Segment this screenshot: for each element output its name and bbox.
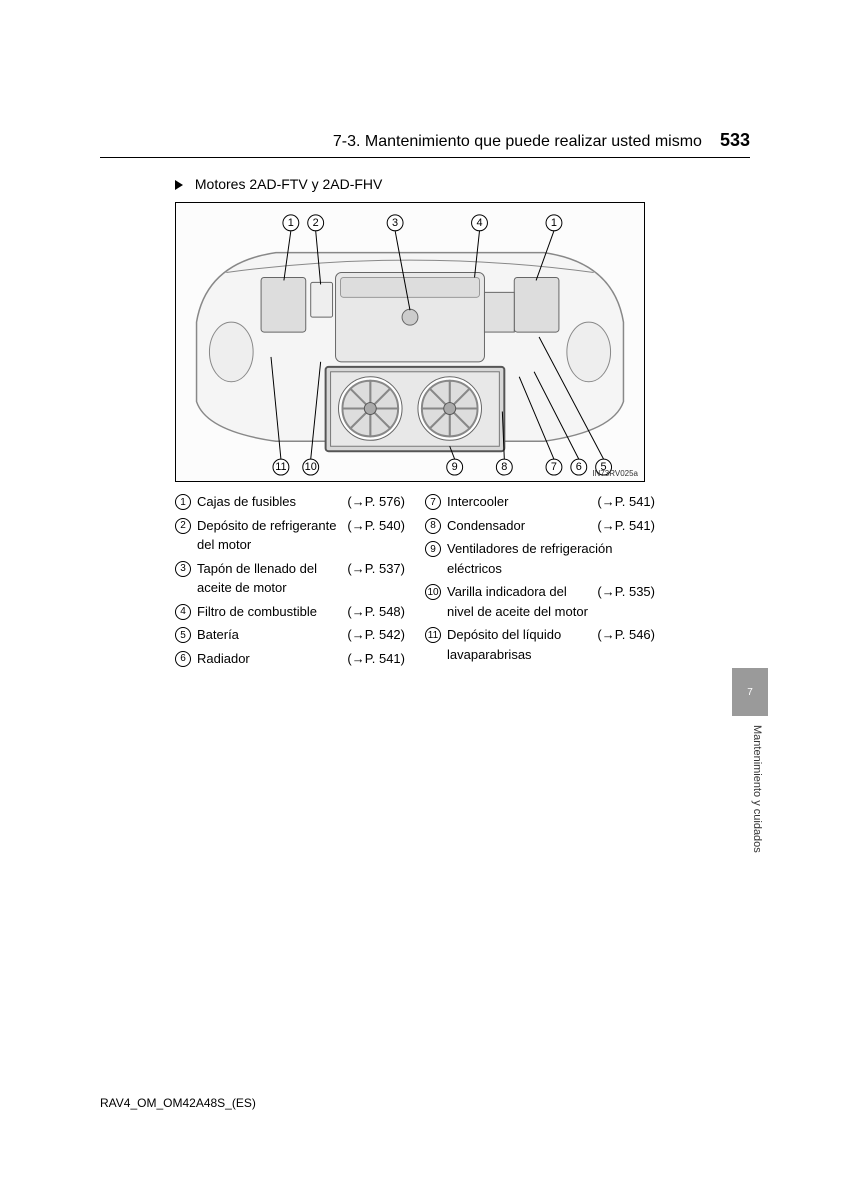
svg-text:3: 3 bbox=[392, 217, 398, 229]
legend-page-ref: (→P. 546) bbox=[597, 625, 655, 645]
legend-page-ref: (→P. 542) bbox=[347, 625, 405, 645]
legend-text: Radiador bbox=[197, 649, 343, 669]
legend-number: 10 bbox=[425, 584, 441, 600]
legend-page-ref: (→P. 576) bbox=[347, 492, 405, 512]
legend-text: Intercooler bbox=[447, 492, 593, 512]
footer-code: RAV4_OM_OM42A48S_(ES) bbox=[100, 1096, 256, 1110]
legend-item: 8 Condensador(→P. 541) bbox=[425, 516, 655, 536]
svg-text:8: 8 bbox=[501, 461, 507, 473]
chapter-side-label: Mantenimiento y cuidados bbox=[751, 725, 763, 853]
legend: 1 Cajas de fusibles(→P. 576) 2 Depósito de … bbox=[175, 492, 750, 672]
legend-text: Cajas de fusibles bbox=[197, 492, 343, 512]
section-label: 7-3. Mantenimiento que puede realizar us… bbox=[333, 133, 702, 151]
figure-title: Motores 2AD-FTV y 2AD-FHV bbox=[175, 176, 750, 192]
legend-text: Varilla indicadora del nivel de aceite d… bbox=[447, 582, 593, 621]
chapter-tab: 7 bbox=[732, 668, 768, 716]
legend-number: 1 bbox=[175, 494, 191, 510]
legend-page-ref: (→P. 548) bbox=[347, 602, 405, 622]
legend-col-left: 1 Cajas de fusibles(→P. 576) 2 Depósito de … bbox=[175, 492, 405, 672]
legend-number: 9 bbox=[425, 541, 441, 557]
legend-item: 2 Depósito de refrigerante del motor(→P. … bbox=[175, 516, 405, 555]
svg-text:7: 7 bbox=[551, 461, 557, 473]
legend-number: 7 bbox=[425, 494, 441, 510]
legend-col-right: 7Intercooler(→P. 541)8Condensador(→P. 54… bbox=[425, 492, 655, 672]
legend-number: 2 bbox=[175, 518, 191, 534]
legend-number: 8 bbox=[425, 518, 441, 534]
title-text: Motores 2AD-FTV y 2AD-FHV bbox=[195, 176, 382, 192]
legend-item: 10 Varilla indicadora del nivel de aceite… bbox=[425, 582, 655, 621]
legend-number: 4 bbox=[175, 604, 191, 620]
legend-item: 4 Filtro de combustible(→P. 548) bbox=[175, 602, 405, 622]
engine-svg: 12341 111098765 bbox=[176, 203, 644, 481]
legend-text: Tapón de llenado del aceite de motor bbox=[197, 559, 343, 598]
legend-item: 1 Cajas de fusibles(→P. 576) bbox=[175, 492, 405, 512]
legend-page-ref: (→P. 541) bbox=[597, 492, 655, 512]
svg-text:2: 2 bbox=[313, 217, 319, 229]
legend-text: Depósito del líquido lavaparabrisas bbox=[447, 625, 593, 664]
legend-number: 3 bbox=[175, 561, 191, 577]
svg-text:4: 4 bbox=[476, 217, 482, 229]
legend-number: 5 bbox=[175, 627, 191, 643]
svg-text:1: 1 bbox=[551, 217, 557, 229]
legend-item: 6 Radiador(→P. 541) bbox=[175, 649, 405, 669]
legend-page-ref: (→P. 540) bbox=[347, 516, 405, 536]
legend-item: 7 Intercooler(→P. 541) bbox=[425, 492, 655, 512]
svg-text:1: 1 bbox=[288, 217, 294, 229]
legend-text: Batería bbox=[197, 625, 343, 645]
legend-item: 9 Ventiladores de refrigeración eléctrico… bbox=[425, 539, 655, 578]
svg-text:10: 10 bbox=[305, 461, 317, 473]
legend-text: Condensador bbox=[447, 516, 593, 536]
legend-item: 5 Batería(→P. 542) bbox=[175, 625, 405, 645]
legend-number: 6 bbox=[175, 651, 191, 667]
legend-page-ref: (→P. 535) bbox=[597, 582, 655, 602]
legend-text: Ventiladores de refrigeración eléctricos bbox=[447, 539, 655, 578]
legend-number: 11 bbox=[425, 627, 441, 643]
legend-page-ref: (→P. 541) bbox=[597, 516, 655, 536]
svg-text:11: 11 bbox=[275, 461, 286, 473]
engine-diagram: 12341 111098765 IN73RV025a bbox=[175, 202, 645, 482]
legend-text: Depósito de refrigerante del motor bbox=[197, 516, 343, 555]
legend-text: Filtro de combustible bbox=[197, 602, 343, 622]
legend-page-ref: (→P. 537) bbox=[347, 559, 405, 579]
legend-page-ref: (→P. 541) bbox=[347, 649, 405, 669]
page-header: 7-3. Mantenimiento que puede realizar us… bbox=[100, 130, 750, 158]
svg-text:9: 9 bbox=[452, 461, 458, 473]
legend-item: 3 Tapón de llenado del aceite de motor(→P… bbox=[175, 559, 405, 598]
legend-item: 11 Depósito del líquido lavaparabrisas(→P… bbox=[425, 625, 655, 664]
page-number: 533 bbox=[720, 130, 750, 151]
image-code: IN73RV025a bbox=[592, 469, 638, 478]
svg-text:6: 6 bbox=[576, 461, 582, 473]
chapter-tab-number: 7 bbox=[747, 687, 753, 698]
page-content: 7-3. Mantenimiento que puede realizar us… bbox=[100, 130, 750, 672]
triangle-icon bbox=[175, 180, 183, 190]
